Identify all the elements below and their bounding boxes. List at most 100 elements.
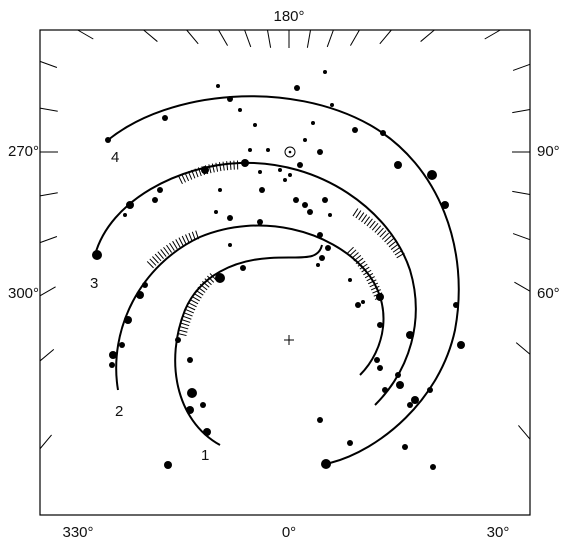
object-dot [297, 162, 303, 168]
object-dot [203, 428, 211, 436]
object-dot [361, 300, 365, 304]
edge-tick [484, 29, 501, 40]
object-dot [311, 121, 315, 125]
object-dot [248, 148, 252, 152]
object-dot [348, 278, 352, 282]
object-dot [427, 387, 433, 393]
edge-tick [512, 63, 531, 71]
object-dot [395, 372, 401, 378]
edge-tick [518, 425, 531, 440]
object-dot [253, 123, 257, 127]
object-dot [411, 396, 419, 404]
object-dot [328, 213, 332, 217]
object-dot [302, 202, 308, 208]
edge-tick [39, 434, 52, 450]
edge-tick [379, 29, 392, 45]
object-dot [317, 232, 323, 238]
object-dot [380, 130, 386, 136]
object-dot [164, 461, 172, 469]
object-dot [238, 108, 242, 112]
object-dot [126, 201, 134, 209]
object-dot [92, 250, 102, 260]
arm-label: 3 [90, 275, 98, 292]
edge-tick [514, 281, 531, 292]
object-dot [283, 178, 287, 182]
edge-tick [77, 29, 94, 40]
spiral-arm [107, 95, 460, 464]
object-dot [288, 173, 292, 177]
object-dot [123, 213, 127, 217]
object-dot [175, 337, 181, 343]
edge-tick [39, 60, 58, 68]
edge-tick [512, 109, 531, 114]
edge-tick [218, 29, 228, 46]
object-dot [201, 166, 209, 174]
object-dot [228, 243, 232, 247]
edge-tick [39, 348, 55, 362]
edge-tick [512, 190, 531, 195]
object-dot [214, 210, 218, 214]
object-dot [109, 351, 117, 359]
object-dot [215, 273, 225, 283]
object-dot [258, 170, 262, 174]
object-dot [266, 148, 270, 152]
hatching [177, 271, 219, 337]
edge-tick [515, 342, 531, 355]
object-dot [325, 245, 331, 251]
object-dot [307, 209, 313, 215]
edge-tick [326, 29, 334, 48]
object-dot [453, 302, 459, 308]
edge-tick [39, 236, 58, 244]
object-dot [152, 197, 158, 203]
object-dot [186, 406, 194, 414]
longitude-label: 90° [537, 143, 560, 160]
longitude-label: 0° [282, 524, 296, 541]
object-dot [377, 365, 383, 371]
object-dot [352, 127, 358, 133]
object-dot [317, 417, 323, 423]
longitude-label: 270° [8, 143, 39, 160]
object-dot [430, 464, 436, 470]
object-dot [323, 70, 327, 74]
object-dot [294, 85, 300, 91]
object-dot [227, 96, 233, 102]
object-dot [355, 302, 361, 308]
frame [39, 29, 531, 516]
object-dot [330, 103, 334, 107]
object-dot [216, 84, 220, 88]
edge-tick [39, 192, 58, 197]
object-dot [407, 402, 413, 408]
longitude-label: 300° [8, 285, 39, 302]
object-dot [427, 170, 437, 180]
spiral-arm [115, 224, 385, 391]
object-dot [136, 291, 144, 299]
object-dot [257, 219, 263, 225]
longitude-label: 330° [62, 524, 93, 541]
object-dot [124, 316, 132, 324]
edge-ticks [39, 29, 531, 450]
object-dot [240, 265, 246, 271]
object-dot [406, 331, 414, 339]
object-dot [241, 159, 249, 167]
object-dot [200, 402, 206, 408]
edge-tick [244, 29, 252, 48]
edge-tick [512, 233, 531, 241]
hatching [177, 160, 241, 185]
longitude-label: 30° [487, 524, 510, 541]
object-dot [187, 357, 193, 363]
arm-label: 4 [111, 149, 119, 166]
object-dot [142, 282, 148, 288]
arm-label: 2 [115, 403, 123, 420]
object-dot [402, 444, 408, 450]
arm-label: 1 [201, 447, 209, 464]
object-dot [321, 459, 331, 469]
object-dot [119, 342, 125, 348]
object-dot [303, 138, 307, 142]
edge-tick [39, 107, 58, 112]
object-dot [396, 381, 404, 389]
hatching [146, 229, 202, 269]
object-dot [293, 197, 299, 203]
object-dot [374, 357, 380, 363]
object-dot [157, 187, 163, 193]
